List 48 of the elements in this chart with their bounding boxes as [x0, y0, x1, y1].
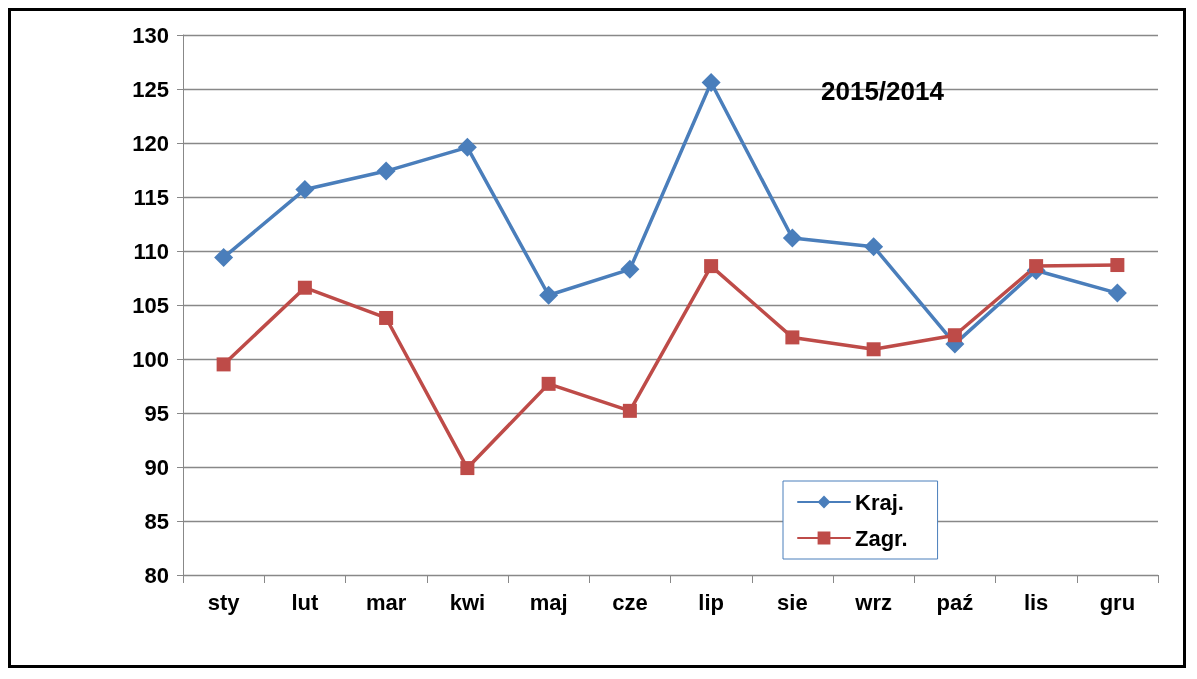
y-tick-label: 125	[132, 76, 169, 102]
point	[214, 247, 234, 267]
x-tick-label: sty	[207, 589, 241, 615]
point	[704, 259, 719, 274]
x-tick-label: mar	[365, 589, 407, 615]
point	[457, 137, 477, 157]
x-tick-label: paź	[936, 589, 974, 615]
point	[295, 179, 315, 199]
x-tick-label: lis	[1023, 589, 1049, 615]
point	[782, 228, 802, 248]
point	[376, 161, 396, 181]
point	[622, 403, 637, 418]
y-tick-label: 100	[132, 346, 169, 372]
x-tick-label: maj	[529, 589, 568, 615]
legend-label: Zagr.	[855, 525, 908, 551]
y-tick-label: 90	[144, 454, 169, 480]
point	[539, 285, 559, 305]
x-tick-label: sie	[777, 589, 808, 615]
y-tick-label: 85	[144, 508, 169, 534]
point	[216, 357, 231, 372]
point	[701, 73, 721, 93]
x-tick-label: gru	[1099, 589, 1136, 615]
point	[1110, 258, 1125, 273]
point	[460, 461, 475, 476]
point	[1029, 259, 1044, 274]
point	[947, 328, 962, 343]
point	[864, 237, 884, 257]
y-tick-label: 120	[132, 130, 169, 156]
legend-label: Kraj.	[855, 489, 904, 515]
x-tick-label: wrz	[854, 589, 892, 615]
x-tick-label: cze	[612, 589, 648, 615]
y-tick-label: 110	[133, 238, 169, 264]
point	[866, 342, 881, 357]
y-tick-label: 105	[132, 292, 169, 318]
x-tick-label: kwi	[449, 589, 486, 615]
y-tick-label: 95	[144, 400, 169, 426]
point	[541, 376, 556, 391]
point	[1107, 283, 1127, 303]
y-tick-label: 130	[132, 22, 169, 48]
y-tick-label: 115	[133, 184, 169, 210]
point	[620, 259, 640, 279]
x-tick-label: lut	[291, 589, 319, 615]
x-tick-label: lip	[698, 589, 724, 615]
point	[297, 280, 312, 295]
y-tick-label: 80	[144, 562, 169, 588]
point	[785, 330, 800, 345]
text: 2015/2014	[821, 76, 945, 106]
point	[379, 310, 394, 325]
